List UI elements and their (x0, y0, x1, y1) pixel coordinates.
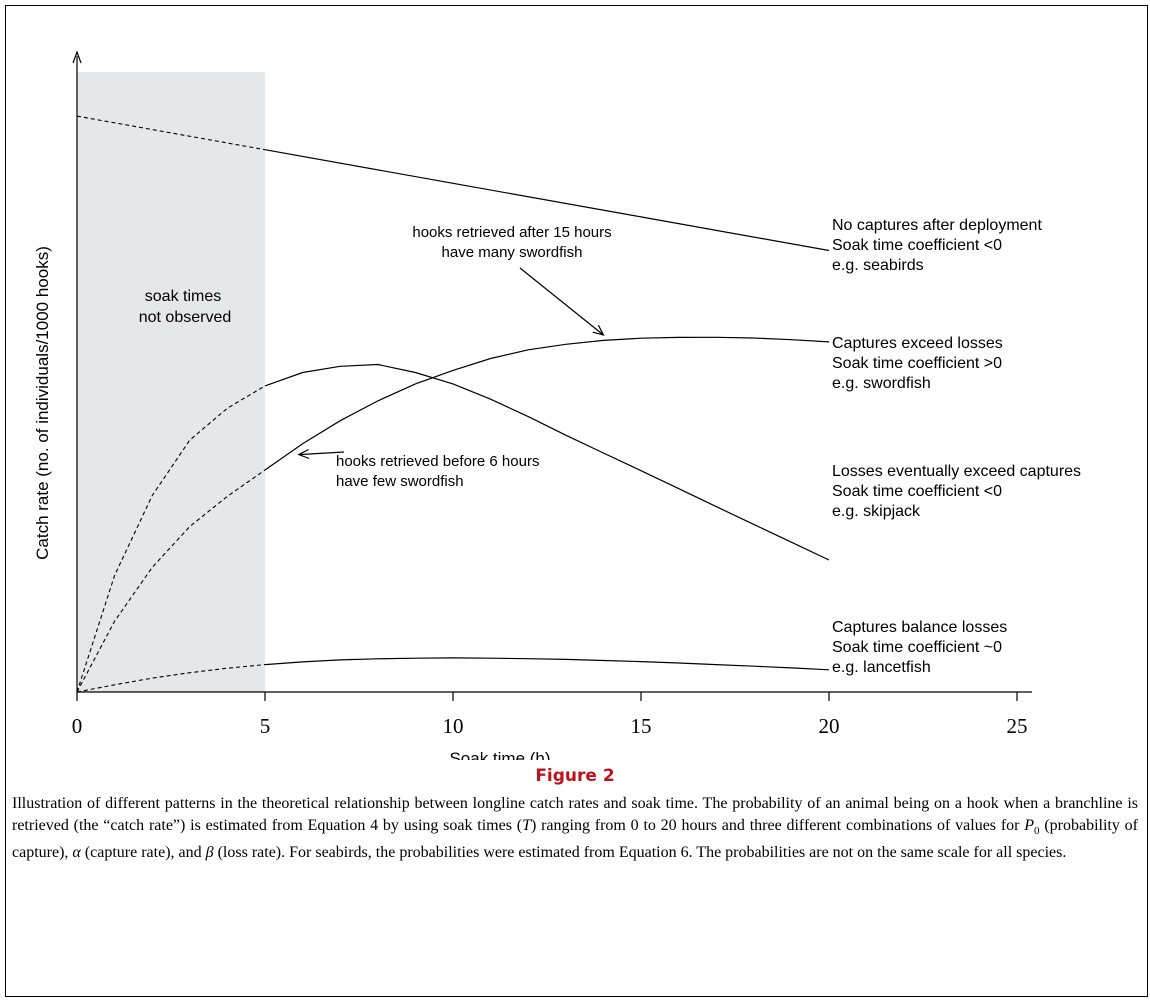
y-axis-label: Catch rate (no. of individuals/1000 hook… (33, 246, 52, 560)
series-label: Captures exceed losses Soak time coeffici… (832, 335, 1003, 392)
labels-group: No captures after deployment Soak time co… (832, 217, 1081, 676)
figure-title: Figure 2 (535, 766, 615, 786)
series-label-line: Captures exceed losses (832, 335, 1003, 352)
shaded-region-label-line: not observed (139, 309, 232, 326)
series-label-line: Losses eventually exceed captures (832, 463, 1081, 480)
annotation-line: hooks retrieved after 15 hours (412, 224, 611, 241)
shaded-region (77, 72, 265, 692)
x-tick-label: 25 (1007, 714, 1028, 738)
chart: soak times not observed 0 5 10 15 20 25 No cap… (33, 50, 1081, 760)
series-label-line: e.g. skipjack (832, 503, 921, 520)
series-line-dashed (76, 664, 266, 693)
shaded-region-label-line: soak times (145, 288, 221, 305)
series-label-line: Soak time coefficient >0 (832, 355, 1002, 372)
series-line (264, 657, 830, 671)
series-label-line: Soak time coefficient <0 (832, 237, 1002, 254)
shaded-region-label: soak times not observed (139, 288, 232, 326)
x-tick-label: 0 (72, 714, 83, 738)
series-label-line: Soak time coefficient ~0 (832, 639, 1002, 656)
series-line (264, 363, 830, 561)
series-line-dashed (76, 469, 266, 693)
series-label: Losses eventually exceed captures Soak ti… (832, 463, 1081, 520)
annotation-arrowhead (297, 448, 310, 460)
series-label-line: e.g. seabirds (832, 257, 924, 274)
series-label-line: Captures balance losses (832, 619, 1007, 636)
annotation-text: hooks retrieved before 6 hours have few s… (336, 453, 539, 490)
x-axis-label: Soak time (h) (449, 749, 550, 760)
figure-frame (5, 5, 1148, 997)
annotation-arrow (519, 267, 604, 336)
x-tick-label: 20 (819, 714, 840, 738)
annotations-group: hooks retrieved after 15 hours have many … (297, 224, 612, 490)
shaded-region-group: soak times not observed (77, 72, 265, 692)
y-axis-arrow (72, 50, 82, 64)
annotation-line: have many swordfish (442, 244, 583, 261)
x-tick-label: 5 (260, 714, 271, 738)
axes-group: 0 5 10 15 20 25 (72, 50, 1032, 738)
series-label: Captures balance losses Soak time coeffic… (832, 619, 1007, 676)
series-label-line: Soak time coefficient <0 (832, 483, 1002, 500)
series-line (264, 149, 830, 252)
figure-caption: Illustration of different patterns in th… (12, 795, 1138, 862)
series-label-line: No captures after deployment (832, 217, 1042, 234)
annotation-arrow (298, 451, 345, 456)
annotation-text: hooks retrieved after 15 hours have many … (412, 224, 611, 261)
annotation-line: have few swordfish (336, 473, 464, 490)
series-line-dashed (76, 115, 266, 151)
series-label-line: e.g. swordfish (832, 375, 931, 392)
x-tick-label: 15 (631, 714, 652, 738)
annotation-arrowhead (592, 324, 605, 336)
series-line (264, 336, 830, 471)
x-tick-label: 10 (443, 714, 464, 738)
series-label: No captures after deployment Soak time co… (832, 217, 1042, 274)
series-label-line: e.g. lancetfish (832, 659, 931, 676)
series-group (76, 115, 830, 693)
annotation-line: hooks retrieved before 6 hours (336, 453, 539, 470)
